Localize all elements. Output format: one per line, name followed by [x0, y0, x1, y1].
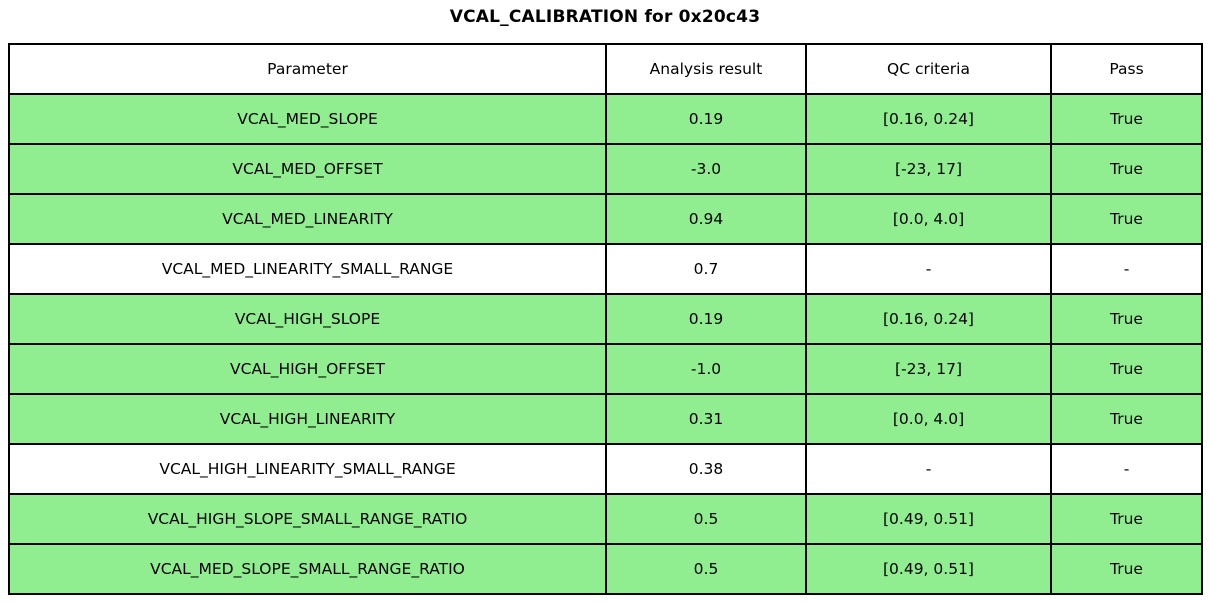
cell-pass: True [1050, 493, 1203, 545]
cell-parameter: VCAL_MED_SLOPE_SMALL_RANGE_RATIO [8, 543, 607, 595]
table-row: VCAL_MED_LINEARITY_SMALL_RANGE 0.7 - - [8, 243, 1203, 295]
cell-parameter: VCAL_MED_LINEARITY_SMALL_RANGE [8, 243, 607, 295]
cell-pass: True [1050, 143, 1203, 195]
cell-parameter: VCAL_HIGH_SLOPE [8, 293, 607, 345]
cell-pass: True [1050, 343, 1203, 395]
cell-pass: - [1050, 443, 1203, 495]
table-row: VCAL_HIGH_SLOPE_SMALL_RANGE_RATIO 0.5 [0… [8, 493, 1203, 545]
cell-parameter: VCAL_HIGH_LINEARITY [8, 393, 607, 445]
cell-pass: True [1050, 293, 1203, 345]
table-row: VCAL_MED_LINEARITY 0.94 [0.0, 4.0] True [8, 193, 1203, 245]
cell-analysis-result: 0.38 [605, 443, 807, 495]
cell-analysis-result: -3.0 [605, 143, 807, 195]
cell-analysis-result: 0.19 [605, 293, 807, 345]
cell-analysis-result: 0.31 [605, 393, 807, 445]
cell-qc-criteria: [-23, 17] [805, 143, 1052, 195]
cell-qc-criteria: [0.49, 0.51] [805, 543, 1052, 595]
cell-qc-criteria: [0.0, 4.0] [805, 393, 1052, 445]
cell-pass: True [1050, 193, 1203, 245]
cell-pass: True [1050, 393, 1203, 445]
cell-analysis-result: 0.19 [605, 93, 807, 145]
cell-parameter: VCAL_MED_LINEARITY [8, 193, 607, 245]
cell-pass: True [1050, 543, 1203, 595]
cell-analysis-result: -1.0 [605, 343, 807, 395]
page-title: VCAL_CALIBRATION for 0x20c43 [449, 7, 761, 27]
cell-parameter: VCAL_HIGH_SLOPE_SMALL_RANGE_RATIO [8, 493, 607, 545]
header-row: Parameter Analysis result QC criteria Pa… [8, 43, 1203, 95]
table-row: VCAL_MED_OFFSET -3.0 [-23, 17] True [8, 143, 1203, 195]
col-header-analysis-result: Analysis result [605, 43, 807, 95]
cell-parameter: VCAL_MED_OFFSET [8, 143, 607, 195]
cell-analysis-result: 0.94 [605, 193, 807, 245]
cell-pass: - [1050, 243, 1203, 295]
cell-pass: True [1050, 93, 1203, 145]
table-row: VCAL_HIGH_LINEARITY_SMALL_RANGE 0.38 - - [8, 443, 1203, 495]
cell-analysis-result: 0.7 [605, 243, 807, 295]
cell-qc-criteria: [0.49, 0.51] [805, 493, 1052, 545]
col-header-pass: Pass [1050, 43, 1203, 95]
cell-qc-criteria: [-23, 17] [805, 343, 1052, 395]
table-row: VCAL_MED_SLOPE 0.19 [0.16, 0.24] True [8, 93, 1203, 145]
cell-qc-criteria: [0.16, 0.24] [805, 293, 1052, 345]
col-header-qc-criteria: QC criteria [805, 43, 1052, 95]
table-row: VCAL_MED_SLOPE_SMALL_RANGE_RATIO 0.5 [0.… [8, 543, 1203, 595]
table-row: VCAL_HIGH_OFFSET -1.0 [-23, 17] True [8, 343, 1203, 395]
cell-qc-criteria: - [805, 243, 1052, 295]
cell-parameter: VCAL_MED_SLOPE [8, 93, 607, 145]
table-row: VCAL_HIGH_LINEARITY 0.31 [0.0, 4.0] True [8, 393, 1203, 445]
cell-qc-criteria: [0.0, 4.0] [805, 193, 1052, 245]
cell-qc-criteria: [0.16, 0.24] [805, 93, 1052, 145]
table-row: VCAL_HIGH_SLOPE 0.19 [0.16, 0.24] True [8, 293, 1203, 345]
cell-analysis-result: 0.5 [605, 493, 807, 545]
cell-parameter: VCAL_HIGH_OFFSET [8, 343, 607, 395]
cell-qc-criteria: - [805, 443, 1052, 495]
calibration-table: Parameter Analysis result QC criteria Pa… [8, 43, 1203, 595]
cell-parameter: VCAL_HIGH_LINEARITY_SMALL_RANGE [8, 443, 607, 495]
col-header-parameter: Parameter [8, 43, 607, 95]
cell-analysis-result: 0.5 [605, 543, 807, 595]
